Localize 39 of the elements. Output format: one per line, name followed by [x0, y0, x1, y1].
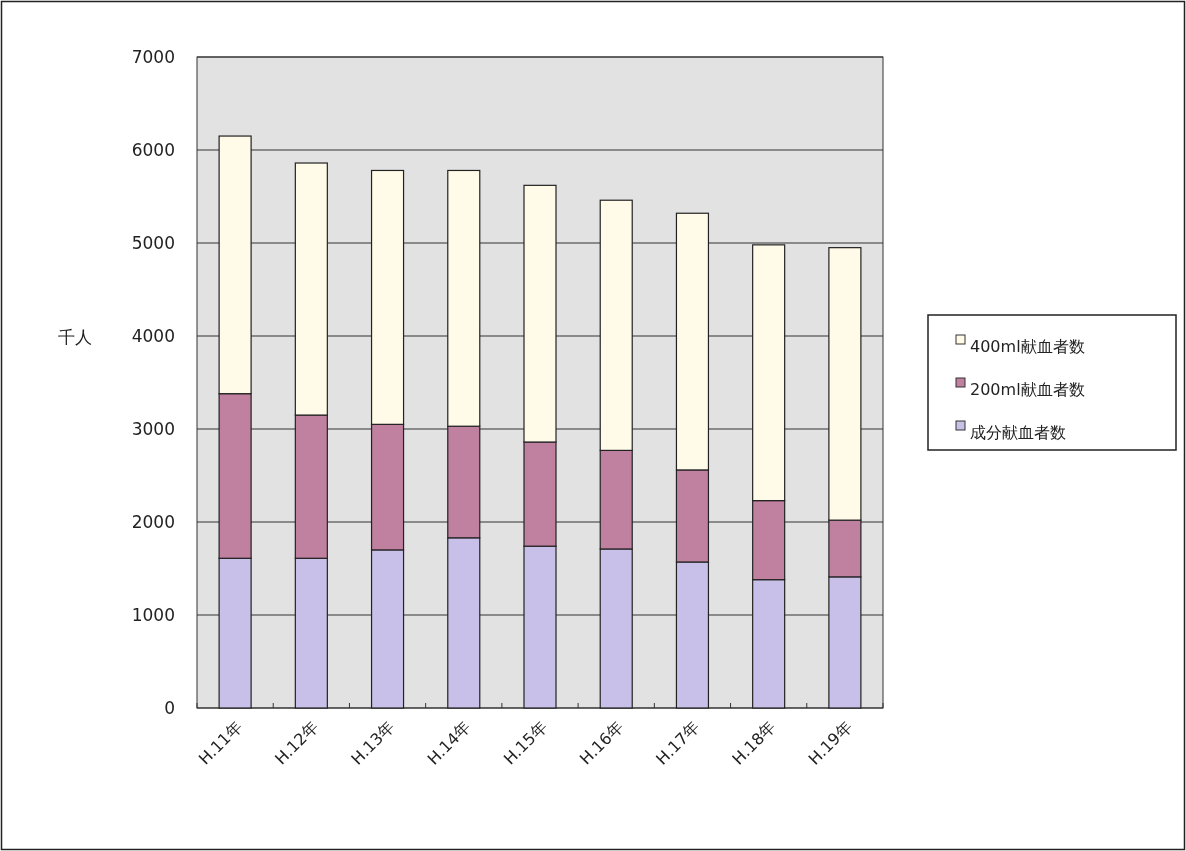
- bar: [599, 548, 633, 709]
- y-tick-label: 2000: [131, 512, 175, 532]
- bar: [447, 169, 481, 427]
- legend-label: 成分献血者数: [970, 423, 1066, 442]
- bar: [523, 441, 557, 547]
- y-tick-label: 6000: [131, 140, 175, 160]
- legend-label: 400ml献血者数: [970, 337, 1085, 356]
- bar: [599, 449, 633, 550]
- bar: [294, 414, 328, 559]
- bar: [218, 393, 252, 559]
- bar: [370, 549, 405, 709]
- bar: [370, 423, 405, 551]
- bar: [447, 425, 481, 539]
- bar: [752, 579, 786, 709]
- bar: [370, 169, 405, 425]
- legend-label: 200ml献血者数: [970, 380, 1085, 399]
- y-tick-label: 3000: [131, 419, 175, 439]
- bar: [447, 537, 481, 709]
- bar: [294, 557, 328, 709]
- y-tick-label: 5000: [131, 233, 175, 253]
- bar: [752, 500, 786, 581]
- y-tick-label: 4000: [131, 326, 175, 346]
- bar: [523, 184, 557, 443]
- y-tick-label: 0: [164, 698, 175, 718]
- bar: [675, 469, 710, 563]
- bar: [523, 545, 557, 709]
- bar: [828, 519, 862, 578]
- bar: [294, 162, 328, 416]
- y-tick-label: 7000: [131, 47, 175, 67]
- bar: [675, 212, 710, 471]
- bar: [599, 199, 633, 451]
- bar: [218, 557, 252, 709]
- bar: [218, 135, 252, 395]
- y-tick-label: 1000: [131, 605, 175, 625]
- y-axis-title: 千人: [58, 326, 92, 347]
- bar: [828, 247, 862, 521]
- bar: [828, 576, 862, 709]
- bar: [752, 244, 786, 502]
- bar: [675, 561, 710, 709]
